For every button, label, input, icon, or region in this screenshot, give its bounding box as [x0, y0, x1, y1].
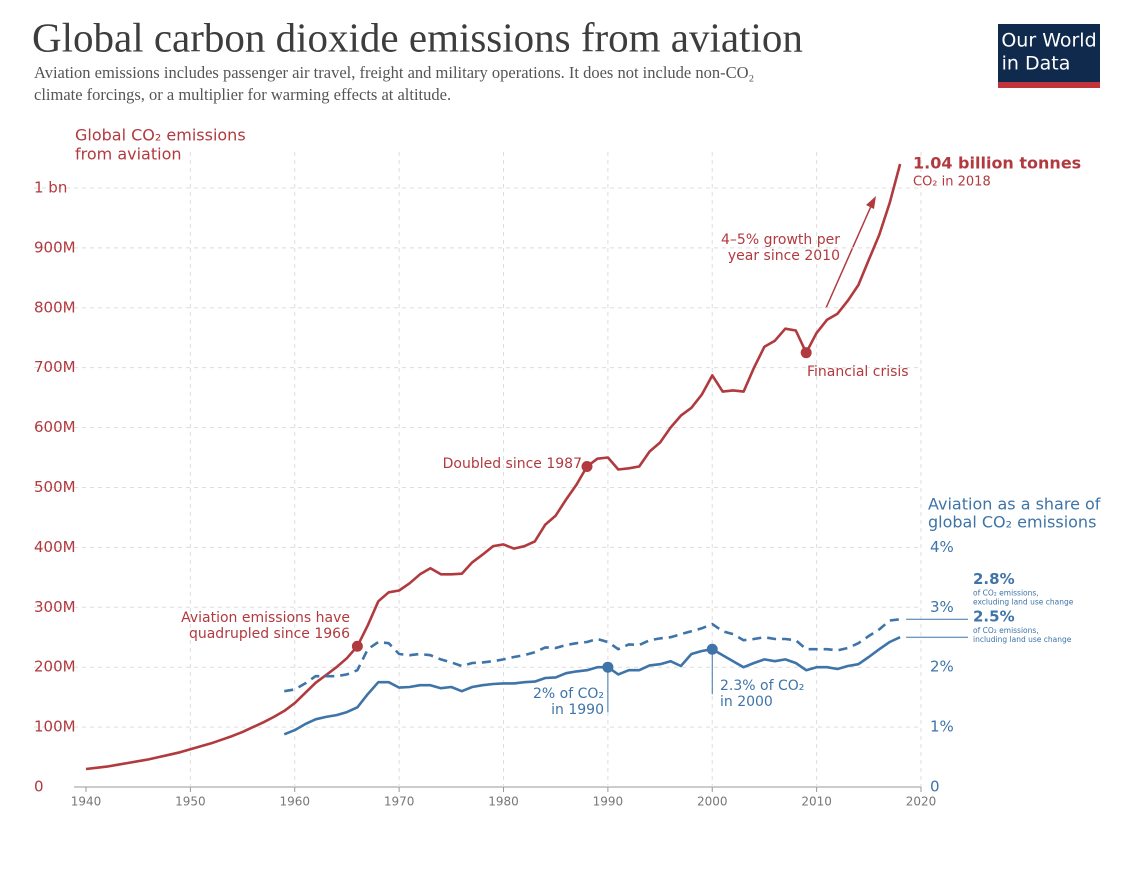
x-tick-label: 1970: [384, 795, 415, 809]
x-tick-label: 1950: [175, 795, 206, 809]
annotation-marker: [602, 661, 614, 673]
annotation: 2.3% of CO₂: [720, 678, 804, 694]
series-line: [284, 618, 901, 693]
x-tick-label: 1960: [279, 795, 310, 809]
annotation: 2% of CO₂: [533, 686, 604, 702]
y-tick-label: 0: [34, 778, 44, 796]
y-tick-label: 900M: [34, 238, 76, 256]
y2-tick-label: 1%: [930, 718, 954, 736]
annotation: year since 2010: [728, 248, 840, 264]
end-label: 1.04 billion tonnes: [913, 154, 1081, 173]
y2-axis-label: global CO₂ emissions: [928, 513, 1096, 532]
y2-tick-label: 4%: [930, 538, 954, 556]
logo-box: [998, 24, 1100, 82]
end-label: 2.8%: [973, 570, 1015, 588]
y-tick-label: 500M: [34, 478, 76, 496]
end-note: of CO₂ emissions,: [973, 588, 1039, 597]
y-tick-label: 800M: [34, 298, 76, 316]
x-tick-label: 1980: [488, 795, 519, 809]
annotation-marker: [581, 461, 593, 473]
x-tick-label: 2010: [801, 795, 832, 809]
y-tick-label: 300M: [34, 598, 76, 616]
growth-arrow: [825, 203, 873, 309]
y2-tick-label: 3%: [930, 598, 954, 616]
end-label: 2.5%: [973, 608, 1015, 626]
subtitle: Aviation emissions includes passenger ai…: [34, 63, 754, 82]
x-tick-label: 2000: [697, 795, 728, 809]
annotation: in 1990: [551, 702, 604, 718]
logo-bar: [998, 82, 1100, 88]
annotation-marker: [351, 640, 363, 652]
logo-text: in Data: [1002, 53, 1071, 75]
annotation: in 2000: [720, 694, 773, 710]
end-note: CO₂ in 2018: [913, 175, 991, 190]
y-axis-label: from aviation: [75, 145, 182, 164]
y-tick-label: 400M: [34, 538, 76, 556]
annotation: 4–5% growth per: [721, 232, 840, 248]
annotation-marker: [706, 643, 718, 655]
end-note: of CO₂ emissions,: [973, 626, 1039, 635]
end-note: including land use change: [973, 635, 1072, 644]
y-axis-label: Global CO₂ emissions: [75, 126, 246, 145]
series-line: [283, 636, 901, 736]
y-tick-label: 100M: [34, 718, 76, 736]
y-tick-label: 200M: [34, 658, 76, 676]
y-tick-label: 600M: [34, 418, 76, 436]
x-tick-label: 2020: [906, 795, 937, 809]
annotation: Financial crisis: [807, 364, 909, 380]
growth-arrow-head: [866, 196, 876, 209]
logo-text: Our World: [1001, 30, 1096, 52]
end-note: excluding land use change: [973, 597, 1074, 606]
annotation: Aviation emissions have: [181, 610, 350, 626]
y2-axis-label: Aviation as a share of: [928, 495, 1101, 514]
annotation: Doubled since 1987: [443, 456, 582, 472]
chart-title: Global carbon dioxide emissions from avi…: [32, 14, 803, 60]
annotation: quadrupled since 1966: [189, 626, 350, 642]
x-tick-label: 1990: [593, 795, 624, 809]
y2-tick-label: 2%: [930, 658, 954, 676]
annotation-marker: [800, 347, 812, 359]
y-tick-label: 1 bn: [34, 178, 67, 196]
x-tick-label: 1940: [71, 795, 102, 809]
y2-tick-label: 0: [930, 778, 940, 796]
series-line: [85, 163, 902, 771]
subtitle: climate forcings, or a multiplier for wa…: [34, 85, 451, 104]
y-tick-label: 700M: [34, 358, 76, 376]
